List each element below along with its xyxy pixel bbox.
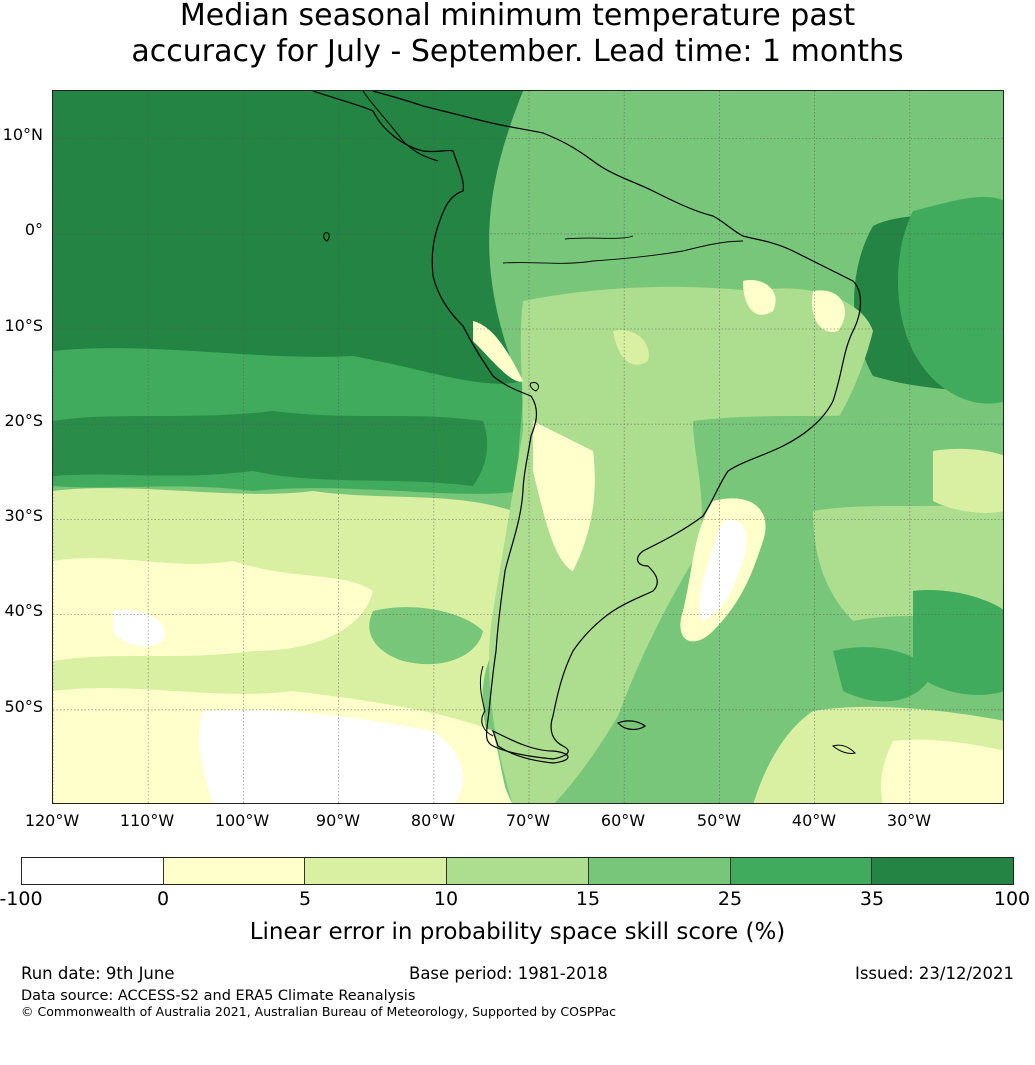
lon-label-110w: 110°W xyxy=(119,811,175,830)
colorbar-segment-7 xyxy=(872,858,1014,884)
lat-label-10s: 10°S xyxy=(4,316,43,335)
skill-zone-north xyxy=(53,91,1003,391)
lat-label-30s: 30°S xyxy=(4,506,43,525)
skill-patch-1 xyxy=(369,607,483,665)
amazon-tributary xyxy=(564,235,634,240)
lon-label-70w: 70°W xyxy=(505,811,551,830)
lat-label-50s: 50°S xyxy=(4,697,43,716)
map-title-line-2: accuracy for July - September. Lead time… xyxy=(131,34,904,69)
skill-spot-peru xyxy=(473,321,523,382)
colorbar-tick-4: 10 xyxy=(433,888,459,910)
tierra-del-fuego xyxy=(491,729,569,764)
skill-zone-atlantic xyxy=(898,196,1003,404)
colorbar-tick-3: 5 xyxy=(298,888,312,910)
issued-date: Issued: 23/12/2021 xyxy=(854,964,1014,983)
skill-zone-sa-patch xyxy=(813,501,1003,621)
colorbar-label: Linear error in probability space skill … xyxy=(249,919,786,945)
skill-zone-sa-patch-2 xyxy=(933,448,1003,513)
skill-zone-pacific-dark xyxy=(53,411,488,486)
skill-zone-sa-patch-4 xyxy=(833,647,933,702)
base-period: Base period: 1981-2018 xyxy=(409,964,608,983)
lat-label-20s: 20°S xyxy=(4,411,43,430)
lat-label-10n: 10°N xyxy=(2,125,43,144)
skill-spot-2 xyxy=(812,290,845,332)
colorbar-tick-6: 25 xyxy=(717,888,743,910)
skill-score-map xyxy=(52,90,1004,804)
lon-label-100w: 100°W xyxy=(214,811,270,830)
skill-zone-sa-patch-3 xyxy=(913,590,1003,695)
lon-label-30w: 30°W xyxy=(886,811,932,830)
falkland-islands xyxy=(616,720,647,730)
skill-zone-sa-south-low xyxy=(881,739,1003,803)
run-date: Run date: 9th June xyxy=(21,964,175,983)
lat-label-40s: 40°S xyxy=(4,601,43,620)
colorbar-segment-3 xyxy=(305,858,448,884)
colorbar-tick-1: -100 xyxy=(0,888,43,910)
chile-fjords xyxy=(479,665,494,737)
colorbar-segment-5 xyxy=(588,858,731,884)
colorbar-segment-1 xyxy=(22,858,164,884)
lon-label-40w: 40°W xyxy=(791,811,837,830)
lon-label-50w: 50°W xyxy=(696,811,742,830)
map-canvas xyxy=(53,91,1003,803)
galapagos-islands xyxy=(323,232,330,242)
skill-zone-interior xyxy=(489,286,873,803)
skill-zone-pacific-high xyxy=(53,91,523,411)
colorbar xyxy=(21,857,1014,885)
lon-label-120w: 120°W xyxy=(24,811,80,830)
lon-label-80w: 80°W xyxy=(410,811,456,830)
south-america-coastline xyxy=(312,91,862,760)
colorbar-segment-2 xyxy=(163,858,306,884)
colorbar-segment-6 xyxy=(730,858,873,884)
skill-spot-3 xyxy=(613,330,649,365)
lat-label-0: 0° xyxy=(24,220,43,239)
skill-patch-2 xyxy=(113,610,165,647)
skill-spot-1 xyxy=(743,280,776,315)
lon-label-90w: 90°W xyxy=(315,811,361,830)
copyright-notice: © Commonwealth of Australia 2021, Austra… xyxy=(21,1004,616,1019)
amazon-river xyxy=(502,240,744,264)
map-title-line-1: Median seasonal minimum temperature past xyxy=(179,0,856,33)
south-georgia xyxy=(831,744,856,754)
skill-zone-sp-lowest xyxy=(198,709,464,803)
skill-streak-andes xyxy=(533,421,595,571)
data-source: Data source: ACCESS-S2 and ERA5 Climate … xyxy=(21,988,416,1004)
colorbar-segment-4 xyxy=(447,858,589,884)
lon-label-60w: 60°W xyxy=(600,811,646,830)
graticule xyxy=(53,91,1003,803)
skill-streak-plata-core xyxy=(699,520,747,621)
lake-titicaca xyxy=(529,382,539,392)
colorbar-tick-7: 35 xyxy=(859,888,885,910)
colorbar-tick-5: 15 xyxy=(575,888,601,910)
central-america-coastline xyxy=(362,91,439,162)
colorbar-tick-2: 0 xyxy=(156,888,170,910)
colorbar-tick-8: 100 xyxy=(993,888,1031,910)
